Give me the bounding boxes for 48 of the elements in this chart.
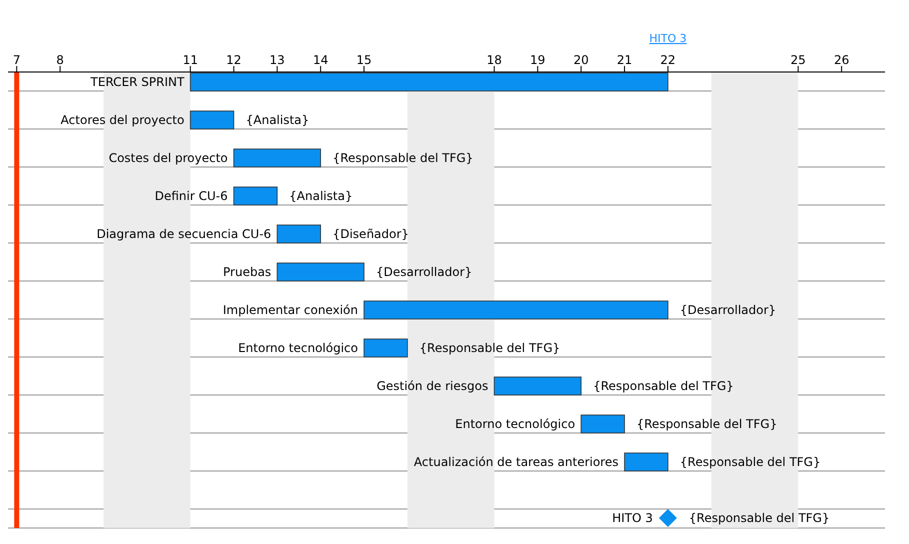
bar (364, 300, 668, 320)
y-tick-label: Definir CU-6 (154, 189, 228, 204)
y-tick-label: Actores del proyecto (60, 113, 184, 128)
y-tick-label: Pruebas (223, 265, 272, 280)
x-tick-label: 21 (616, 53, 632, 67)
bar (580, 414, 625, 434)
x-tick-label: 18 (486, 53, 502, 67)
data-label: {Responsable del TFG} (332, 151, 474, 166)
x-tick-label: 13 (270, 53, 285, 67)
x-tick-label: 22 (660, 53, 676, 67)
y-tick-label: Entorno tecnológico (455, 417, 576, 432)
bar (364, 338, 408, 358)
data-label: {Desarrollador} (376, 265, 472, 280)
data-label: {Responsable del TFG} (593, 379, 734, 394)
data-label: {Analista} (246, 113, 310, 128)
y-tick-label: Costes del proyecto (108, 151, 228, 166)
data-label: {Responsable del TFG} (680, 455, 821, 470)
x-tick-label: 11 (182, 53, 198, 67)
y-tick-label: Gestión de riesgos (376, 379, 488, 394)
y-tick-label: Diagrama de secuencia CU-6 (96, 227, 272, 242)
bar (494, 376, 582, 396)
x-tick-label: 26 (834, 53, 850, 67)
bar (190, 110, 234, 130)
x-tick-label: 14 (312, 53, 328, 67)
data-label: {Responsable del TFG} (688, 511, 830, 526)
x-tick-label: 8 (56, 53, 64, 67)
x-tick-label: 19 (530, 53, 546, 67)
bar (190, 72, 668, 92)
data-label: {Desarrollador} (680, 303, 776, 318)
x-tick-label: 12 (226, 53, 242, 67)
y-tick-label: Actualización de tareas anteriores (414, 455, 619, 470)
x-tick-label: 25 (790, 53, 806, 67)
x-tick-label: 20 (573, 53, 589, 67)
bar (276, 224, 321, 244)
bar (233, 148, 321, 168)
bar (276, 262, 364, 282)
y-tick-label: TERCER SPRINT (90, 75, 186, 90)
data-label: {Diseñador} (332, 227, 409, 242)
text: HITO 3 (649, 32, 687, 45)
bar (233, 186, 278, 206)
x-tick-label: 7 (12, 53, 21, 67)
x-tick-label: 15 (356, 53, 372, 67)
y-tick-label: Entorno tecnológico (238, 341, 358, 356)
data-label: {Responsable del TFG} (419, 341, 560, 356)
data-label: {Analista} (289, 189, 353, 204)
data-label: {Responsable del TFG} (636, 417, 778, 432)
bar (624, 452, 668, 472)
y-tick-label: Implementar conexión (222, 303, 358, 318)
